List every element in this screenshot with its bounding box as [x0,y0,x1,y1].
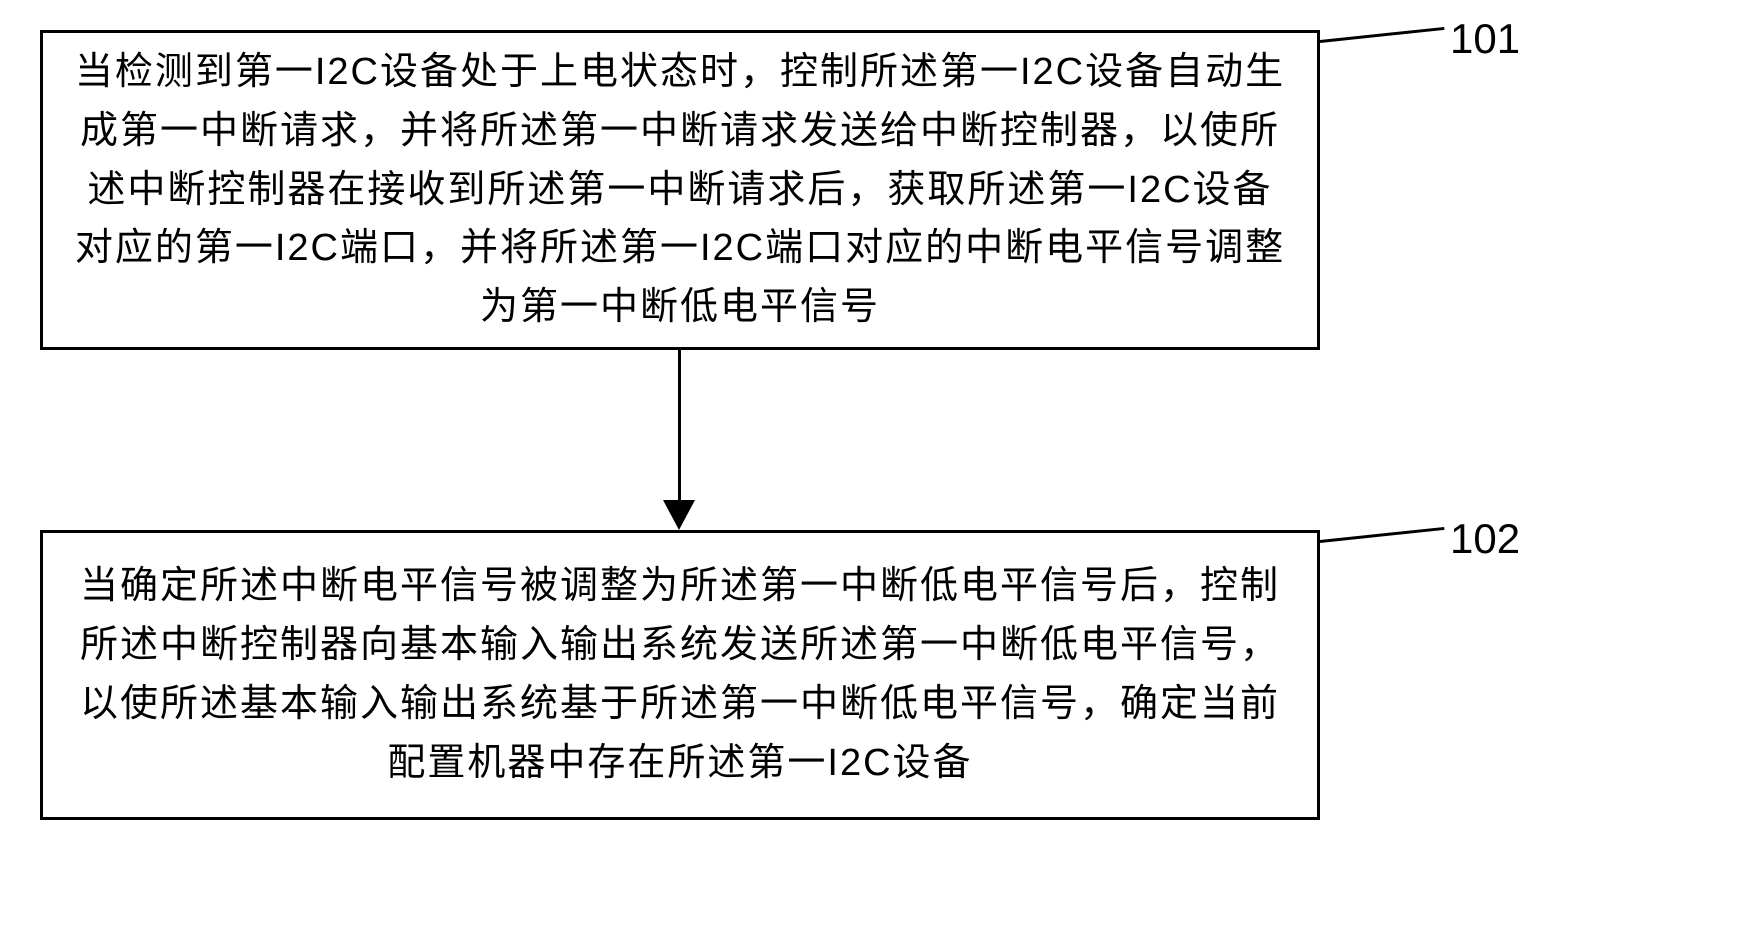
step-label-102: 102 [1450,515,1520,563]
flowchart-container: 当检测到第一I2C设备处于上电状态时，控制所述第一I2C设备自动生成第一中断请求… [0,0,1752,936]
flow-step-101: 当检测到第一I2C设备处于上电状态时，控制所述第一I2C设备自动生成第一中断请求… [40,30,1320,350]
leader-line-101 [1320,27,1445,43]
arrow-head-101-102 [663,500,695,530]
flow-step-102-text: 当确定所述中断电平信号被调整为所述第一中断低电平信号后，控制所述中断控制器向基本… [73,557,1287,793]
arrow-line-101-102 [678,350,681,510]
flow-step-102: 当确定所述中断电平信号被调整为所述第一中断低电平信号后，控制所述中断控制器向基本… [40,530,1320,820]
step-label-101: 101 [1450,15,1520,63]
flow-step-101-text: 当检测到第一I2C设备处于上电状态时，控制所述第一I2C设备自动生成第一中断请求… [73,43,1287,337]
leader-line-102 [1320,527,1445,543]
